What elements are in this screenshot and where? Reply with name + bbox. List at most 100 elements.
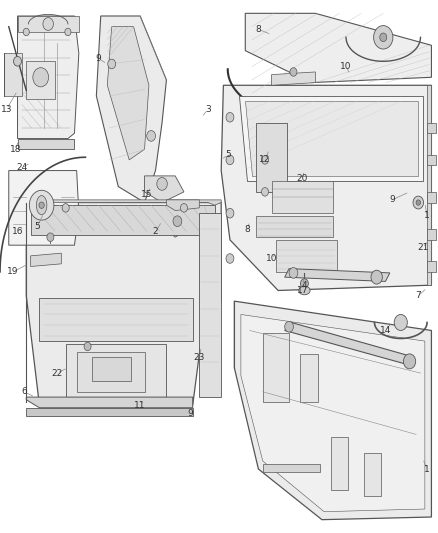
Polygon shape [18, 139, 74, 149]
Polygon shape [272, 72, 315, 85]
Polygon shape [263, 464, 320, 472]
Polygon shape [96, 16, 166, 203]
Text: 3: 3 [205, 105, 211, 114]
Polygon shape [166, 200, 199, 211]
Ellipse shape [14, 56, 21, 66]
Text: 4: 4 [302, 281, 307, 289]
Polygon shape [272, 181, 333, 213]
Text: 2: 2 [153, 228, 158, 236]
Ellipse shape [84, 342, 91, 351]
Bar [77, 352, 145, 392]
Text: 20: 20 [297, 174, 308, 183]
Text: 24: 24 [16, 164, 28, 172]
Bar [26, 61, 55, 99]
Polygon shape [26, 397, 193, 408]
Text: 5: 5 [34, 222, 40, 231]
Text: 1: 1 [424, 212, 430, 220]
Polygon shape [427, 123, 436, 133]
Ellipse shape [300, 279, 308, 288]
Text: 11: 11 [134, 401, 146, 409]
Polygon shape [199, 213, 221, 397]
Text: 19: 19 [7, 268, 19, 276]
Text: 1: 1 [424, 465, 430, 473]
Text: 8: 8 [255, 25, 261, 34]
Ellipse shape [413, 196, 424, 209]
Text: 16: 16 [12, 228, 23, 236]
Text: 21: 21 [417, 244, 428, 252]
Ellipse shape [47, 233, 54, 241]
Text: 8: 8 [244, 225, 251, 233]
Ellipse shape [173, 216, 182, 227]
Ellipse shape [261, 156, 268, 164]
Ellipse shape [299, 286, 310, 295]
Bar [92, 357, 131, 381]
Polygon shape [285, 269, 390, 281]
Text: 6: 6 [21, 387, 27, 396]
Ellipse shape [39, 202, 44, 208]
Ellipse shape [290, 68, 297, 76]
Polygon shape [145, 176, 184, 203]
Text: 5: 5 [225, 150, 231, 159]
Text: 9: 9 [389, 196, 395, 204]
Ellipse shape [226, 254, 234, 263]
Polygon shape [276, 240, 337, 272]
Bar [364, 453, 381, 496]
Bar [331, 437, 348, 490]
Text: 9: 9 [95, 54, 102, 63]
Polygon shape [26, 203, 221, 405]
Polygon shape [4, 53, 22, 96]
Text: 23: 23 [194, 353, 205, 361]
Ellipse shape [33, 68, 49, 87]
Ellipse shape [108, 59, 116, 69]
Polygon shape [234, 301, 431, 520]
Ellipse shape [403, 354, 416, 369]
Bar [300, 354, 318, 402]
Text: 10: 10 [266, 254, 277, 263]
Ellipse shape [36, 196, 47, 215]
Text: 15: 15 [141, 190, 152, 199]
Ellipse shape [157, 177, 167, 190]
Text: 14: 14 [380, 326, 391, 335]
Polygon shape [256, 123, 287, 192]
Polygon shape [285, 322, 414, 365]
Text: 10: 10 [340, 62, 352, 71]
Polygon shape [39, 200, 221, 205]
Ellipse shape [289, 268, 298, 278]
Ellipse shape [226, 155, 234, 165]
Ellipse shape [43, 18, 53, 30]
Polygon shape [239, 96, 423, 181]
Ellipse shape [285, 321, 293, 332]
Polygon shape [107, 27, 149, 160]
Polygon shape [166, 213, 188, 237]
Ellipse shape [65, 28, 71, 36]
Ellipse shape [226, 208, 234, 218]
Polygon shape [427, 155, 436, 165]
Polygon shape [66, 344, 166, 397]
Polygon shape [18, 16, 79, 32]
Ellipse shape [226, 112, 234, 122]
Text: 7: 7 [415, 292, 421, 300]
Polygon shape [245, 13, 431, 83]
Polygon shape [26, 408, 193, 416]
Polygon shape [241, 314, 425, 512]
Polygon shape [31, 205, 215, 235]
Ellipse shape [29, 190, 54, 220]
Polygon shape [39, 298, 193, 341]
Text: 18: 18 [10, 145, 21, 154]
Polygon shape [31, 253, 61, 266]
Ellipse shape [261, 188, 268, 196]
Bar [263, 333, 289, 402]
Text: 17: 17 [297, 286, 308, 295]
Text: 12: 12 [259, 156, 271, 164]
Ellipse shape [147, 131, 155, 141]
Polygon shape [221, 85, 431, 290]
Text: 9: 9 [187, 409, 194, 417]
Ellipse shape [180, 204, 187, 212]
Polygon shape [256, 216, 333, 237]
Polygon shape [427, 229, 436, 240]
Ellipse shape [62, 204, 69, 212]
Text: 13: 13 [1, 105, 12, 114]
Polygon shape [427, 261, 436, 272]
Polygon shape [427, 85, 431, 285]
Ellipse shape [374, 26, 393, 49]
